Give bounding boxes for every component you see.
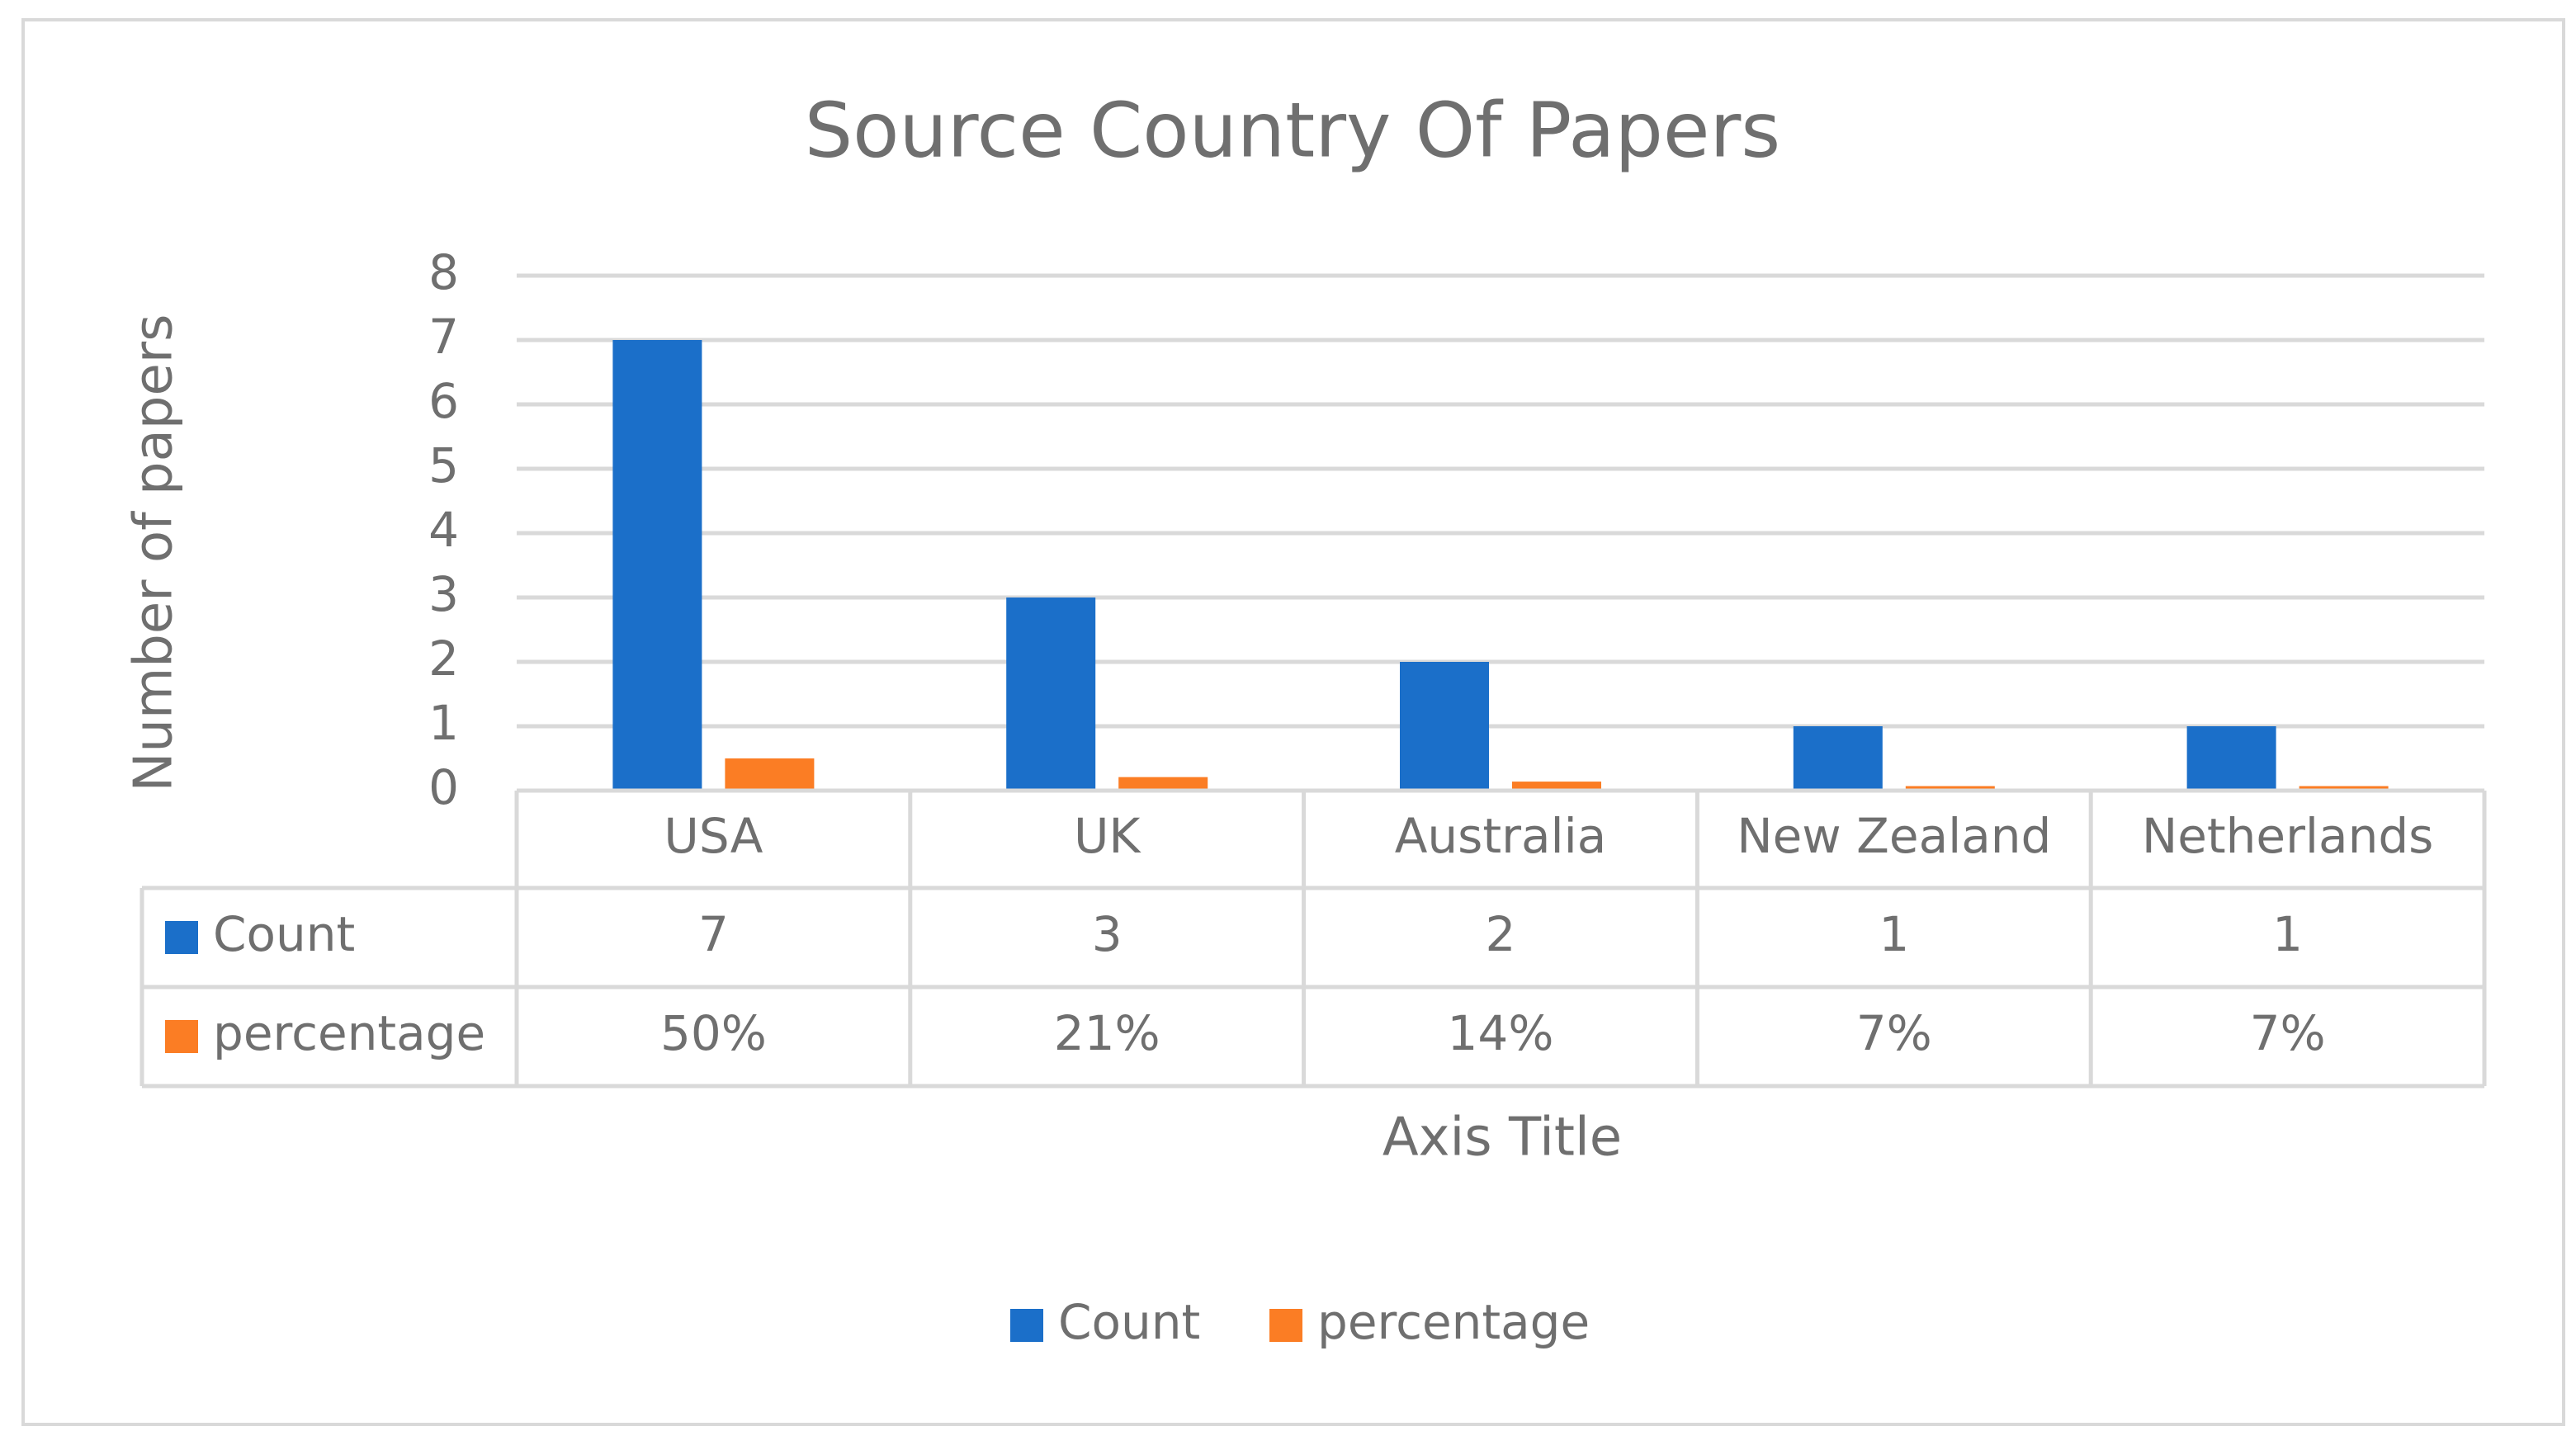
legend-label: percentage — [1317, 1294, 1590, 1350]
table-cell: 14% — [1448, 1005, 1554, 1061]
y-axis-title: Number of papers — [124, 314, 185, 792]
chart-title: Source Country Of Papers — [805, 86, 1780, 174]
y-tick-label: 1 — [428, 695, 459, 751]
bar — [612, 340, 702, 791]
y-tick-label: 5 — [428, 437, 459, 494]
table-cell: 1 — [2272, 906, 2303, 962]
x-tick-label: USA — [664, 808, 763, 864]
legend-key — [1010, 1309, 1043, 1342]
x-tick-label: Australia — [1395, 808, 1607, 864]
bar — [2299, 786, 2389, 791]
table-cell: 7% — [2250, 1005, 2326, 1061]
table-row-label: percentage — [213, 1005, 485, 1061]
table-cell: 3 — [1092, 906, 1123, 962]
table-cell: 1 — [1879, 906, 1909, 962]
bar — [1793, 726, 1883, 791]
y-tick-label: 0 — [428, 759, 459, 815]
x-axis-title: Axis Title — [1383, 1108, 1622, 1169]
y-tick-label: 3 — [428, 566, 459, 622]
table-cell: 7% — [1856, 1005, 1932, 1061]
table-cell: 2 — [1486, 906, 1516, 962]
table-legend-key — [165, 1020, 198, 1053]
x-tick-label: Netherlands — [2142, 808, 2434, 864]
bar — [1118, 777, 1208, 791]
y-tick-label: 6 — [428, 373, 459, 429]
table-row-label: Count — [213, 906, 355, 962]
bar — [1512, 782, 1601, 791]
legend-key — [1269, 1309, 1302, 1342]
x-tick-label: UK — [1074, 808, 1141, 864]
bar — [1905, 786, 1995, 791]
table-cell: 21% — [1054, 1005, 1160, 1061]
y-tick-label: 2 — [428, 631, 459, 687]
bar — [725, 758, 815, 791]
table-cell: 7 — [698, 906, 729, 962]
legend-label: Count — [1058, 1294, 1200, 1350]
y-tick-label: 8 — [428, 244, 459, 300]
bar — [2186, 726, 2276, 791]
table-legend-key — [165, 921, 198, 954]
table-cell: 50% — [660, 1005, 767, 1061]
y-tick-label: 4 — [428, 502, 459, 558]
bar — [1006, 597, 1096, 791]
y-tick-label: 7 — [428, 309, 459, 365]
bar — [1400, 662, 1489, 791]
x-tick-label: New Zealand — [1737, 808, 2051, 864]
chart-border — [21, 18, 2565, 1426]
